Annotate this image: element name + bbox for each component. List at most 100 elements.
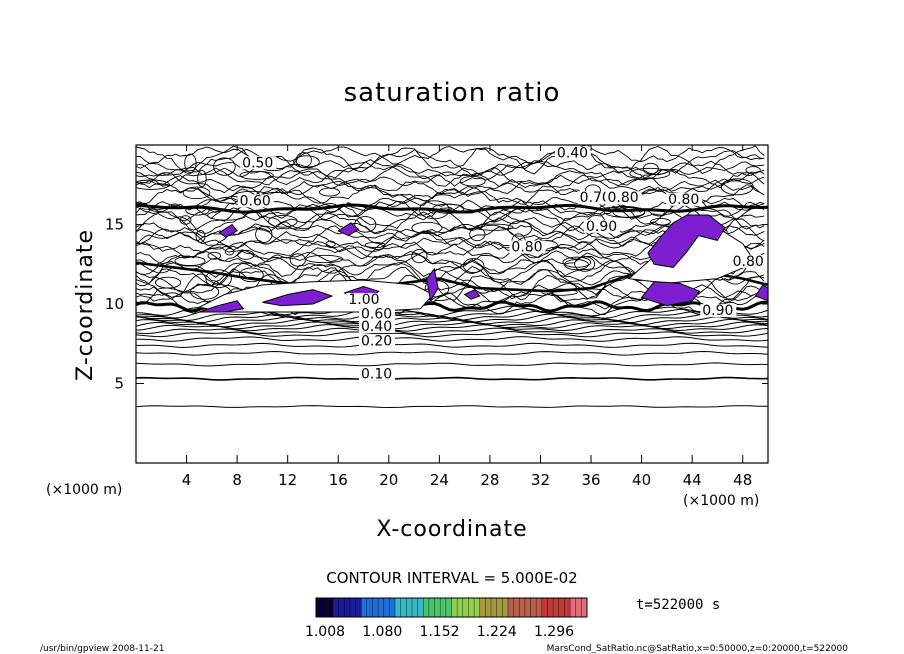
colorbar-stripe xyxy=(553,598,560,617)
contour-label: 0.60 xyxy=(240,193,271,209)
contour-loop xyxy=(319,187,340,197)
colorbar-stripe xyxy=(423,598,430,617)
supersaturated-patch xyxy=(754,284,768,302)
contour-loop xyxy=(207,251,222,260)
contour-loop xyxy=(182,186,211,200)
contour-label: 0.10 xyxy=(361,367,392,383)
contour-loop xyxy=(411,248,428,264)
contour-loop xyxy=(720,178,754,196)
contour-loop xyxy=(459,175,486,187)
colorbar-stripe xyxy=(474,598,481,617)
contour-loop xyxy=(239,170,274,180)
x-tick-label: 12 xyxy=(278,471,297,489)
contour-label: 0.90 xyxy=(586,219,617,235)
contour-loop xyxy=(136,179,170,190)
colorbar-stripe xyxy=(411,598,418,617)
colorbar-stripe xyxy=(321,598,328,617)
contour-line xyxy=(136,145,765,175)
x-tick-label: 48 xyxy=(733,471,752,489)
contour-field: 0.100.200.400.601.000.500.600.400.700.80… xyxy=(136,145,768,409)
colorbar-stripe xyxy=(316,598,322,617)
x-tick-label: 36 xyxy=(581,471,600,489)
contour-label: 0.40 xyxy=(557,146,588,162)
colorbar-tick-label: 1.080 xyxy=(362,624,402,640)
colorbar-stripe xyxy=(372,598,379,617)
footer-right: MarsCond_SatRatio.nc@SatRatio,x=0:50000,… xyxy=(547,644,849,654)
contour-label-bg xyxy=(730,254,767,268)
colorbar-stripe xyxy=(389,598,396,617)
colorbar-stripe xyxy=(400,598,407,617)
colorbar-stripe xyxy=(440,598,447,617)
supersaturated-patch xyxy=(199,300,245,313)
footer-left: /usr/bin/gpview 2008-11-21 xyxy=(40,644,164,654)
x-tick-label: 4 xyxy=(182,471,192,489)
thick-contour xyxy=(136,203,768,214)
lower-contour-lines xyxy=(136,305,768,409)
contour-line xyxy=(136,330,768,338)
colorbar-stripe xyxy=(327,598,334,617)
colorbar-stripe xyxy=(378,598,385,617)
supersaturated-regions xyxy=(197,214,768,313)
contour-loop xyxy=(197,169,207,188)
contour-loop xyxy=(507,220,533,237)
contour-loop xyxy=(184,153,197,173)
chart-title: saturation ratio xyxy=(344,78,561,108)
colorbar-stripe xyxy=(541,598,548,617)
y-unit-label: (×1000 m) xyxy=(46,482,122,498)
colorbar-stripe xyxy=(338,598,345,617)
contour-loop xyxy=(289,253,306,267)
colorbar-stripe xyxy=(479,598,486,617)
contour-label: 0.80 xyxy=(733,254,764,270)
colorbar-stripe xyxy=(462,598,469,617)
contour-line xyxy=(136,318,768,328)
supersaturated-patch xyxy=(647,214,726,268)
colorbar-stripe xyxy=(406,598,413,617)
contour-label-bg xyxy=(700,304,737,318)
colorbar-stripe xyxy=(581,598,588,617)
y-tick-label: 10 xyxy=(105,295,124,313)
contour-line xyxy=(136,405,768,409)
colorbar-stripe xyxy=(395,598,401,617)
contour-loop xyxy=(213,157,236,176)
contour-loop xyxy=(224,248,235,256)
contour-loop xyxy=(268,214,298,228)
contour-label-bg xyxy=(358,334,395,348)
contour-line xyxy=(136,145,765,165)
contour-label-bg xyxy=(605,191,642,205)
y-axis-ticks: 5 10 15 xyxy=(105,216,768,393)
x-tick-label: 44 xyxy=(683,471,702,489)
contour-loop xyxy=(155,276,182,289)
colorbar-stripe xyxy=(507,598,514,617)
contour-loop xyxy=(541,288,578,296)
contour-loop xyxy=(474,223,514,231)
y-tick-label: 15 xyxy=(105,216,124,234)
supersaturated-patch xyxy=(426,267,439,303)
contour-label: 0.80 xyxy=(668,192,699,208)
contour-loop xyxy=(469,227,486,242)
contour-line xyxy=(136,327,768,335)
contour-loop xyxy=(574,256,596,272)
colorbar-stripe xyxy=(451,598,458,617)
contour-loop xyxy=(562,256,592,268)
colorbar-stripe xyxy=(417,598,424,617)
contour-label: 0.40 xyxy=(361,319,392,335)
contour-line xyxy=(136,336,768,342)
colorbar-stripe xyxy=(344,598,351,617)
contour-loop xyxy=(190,284,220,300)
colorbar-stripe xyxy=(355,598,362,617)
contour-line xyxy=(136,376,768,381)
contour-loop xyxy=(305,254,344,264)
contour-loop xyxy=(462,258,485,274)
contour-label: 0.50 xyxy=(242,155,273,171)
contour-label: 0.90 xyxy=(702,303,733,319)
x-unit-label: (×1000 m) xyxy=(683,493,759,509)
contour-loop xyxy=(629,167,671,180)
time-label: t=522000 s xyxy=(636,597,720,613)
contour-loop xyxy=(237,249,255,260)
colorbar-stripe xyxy=(434,598,441,617)
colorbar-stripe xyxy=(428,598,435,617)
contour-label-bg xyxy=(666,192,703,206)
contour-label: 0.70 xyxy=(580,190,611,206)
contour-label: 0.80 xyxy=(607,190,638,206)
colorbar-stripe xyxy=(564,598,571,617)
